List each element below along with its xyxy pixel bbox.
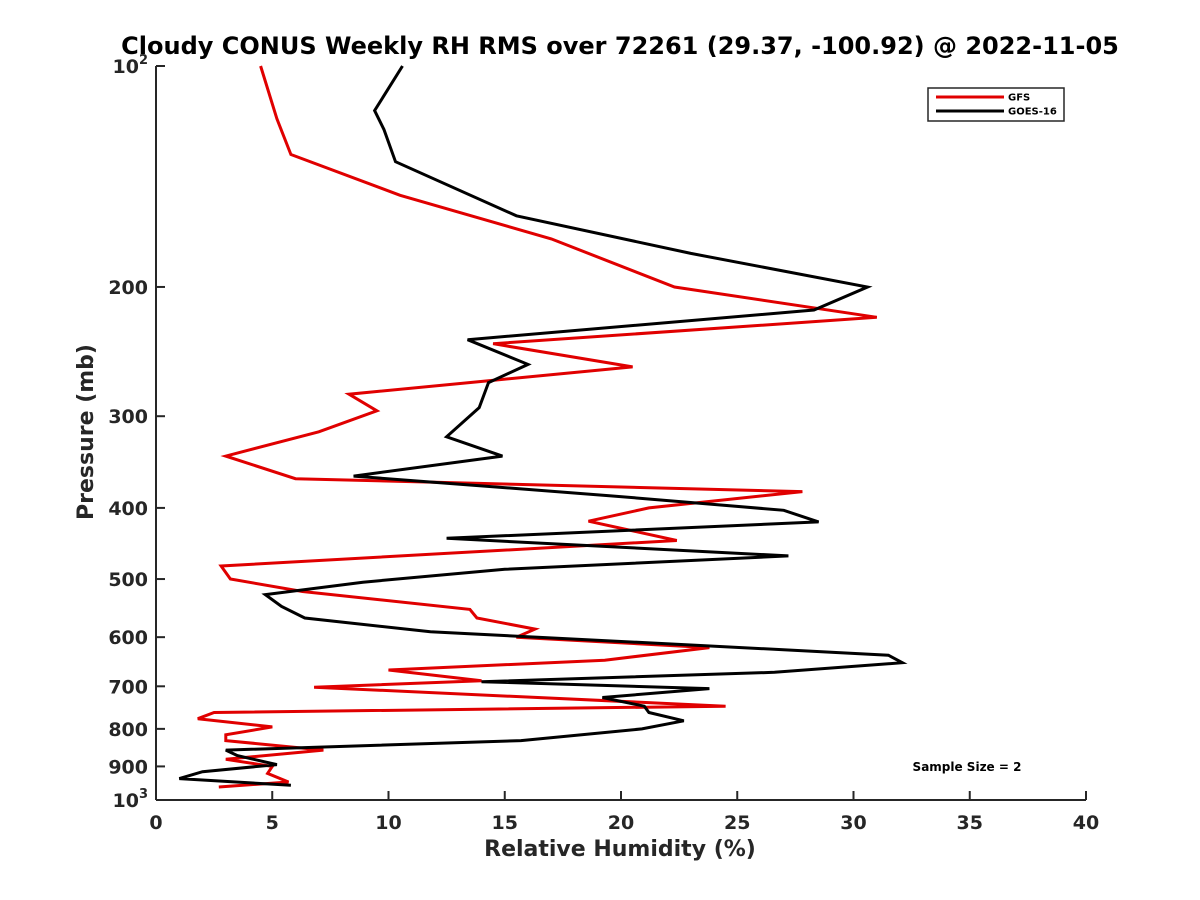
- y-axis: 102 200 300 400 500 600 700 800 900 103: [108, 53, 165, 812]
- x-tick-label: 15: [492, 812, 518, 834]
- y-tick-label: 500: [108, 569, 148, 591]
- y-tick-label: 700: [108, 676, 148, 698]
- x-tick-label: 30: [840, 812, 866, 834]
- x-tick-label: 40: [1073, 812, 1099, 834]
- y-tick-label: 103: [113, 787, 149, 812]
- legend: GFS GOES-16: [927, 87, 1065, 122]
- legend-box: [927, 87, 1065, 122]
- y-axis-label: Pressure (mb): [74, 344, 99, 520]
- x-tick-label: 5: [266, 812, 279, 834]
- series-line-gfs: [197, 65, 878, 789]
- x-tick-label: 35: [957, 812, 983, 834]
- legend-entry: GOES-16: [1008, 107, 1057, 118]
- y-tick-label: 900: [108, 756, 148, 778]
- y-tick-label: 600: [108, 627, 148, 649]
- y-tick-label: 102: [113, 53, 149, 78]
- y-tick-label: 300: [108, 406, 148, 428]
- chart-title: Cloudy CONUS Weekly RH RMS over 72261 (2…: [121, 32, 1119, 60]
- x-axis-label: Relative Humidity (%): [484, 837, 756, 862]
- series-line-goes-16: [178, 65, 908, 787]
- y-tick-label: 200: [108, 277, 148, 299]
- legend-entry: GFS: [1008, 93, 1030, 104]
- x-tick-label: 0: [149, 812, 162, 834]
- x-tick-label: 25: [724, 812, 750, 834]
- x-tick-label: 10: [375, 812, 401, 834]
- y-tick-label: 800: [108, 719, 148, 741]
- sample-size-annotation: Sample Size = 2: [913, 760, 1022, 774]
- y-tick-label: 400: [108, 498, 148, 520]
- x-tick-label: 20: [608, 812, 634, 834]
- plot-area: [178, 65, 908, 789]
- x-axis: 0 5 10 15 20 25 30 35 40: [149, 791, 1099, 834]
